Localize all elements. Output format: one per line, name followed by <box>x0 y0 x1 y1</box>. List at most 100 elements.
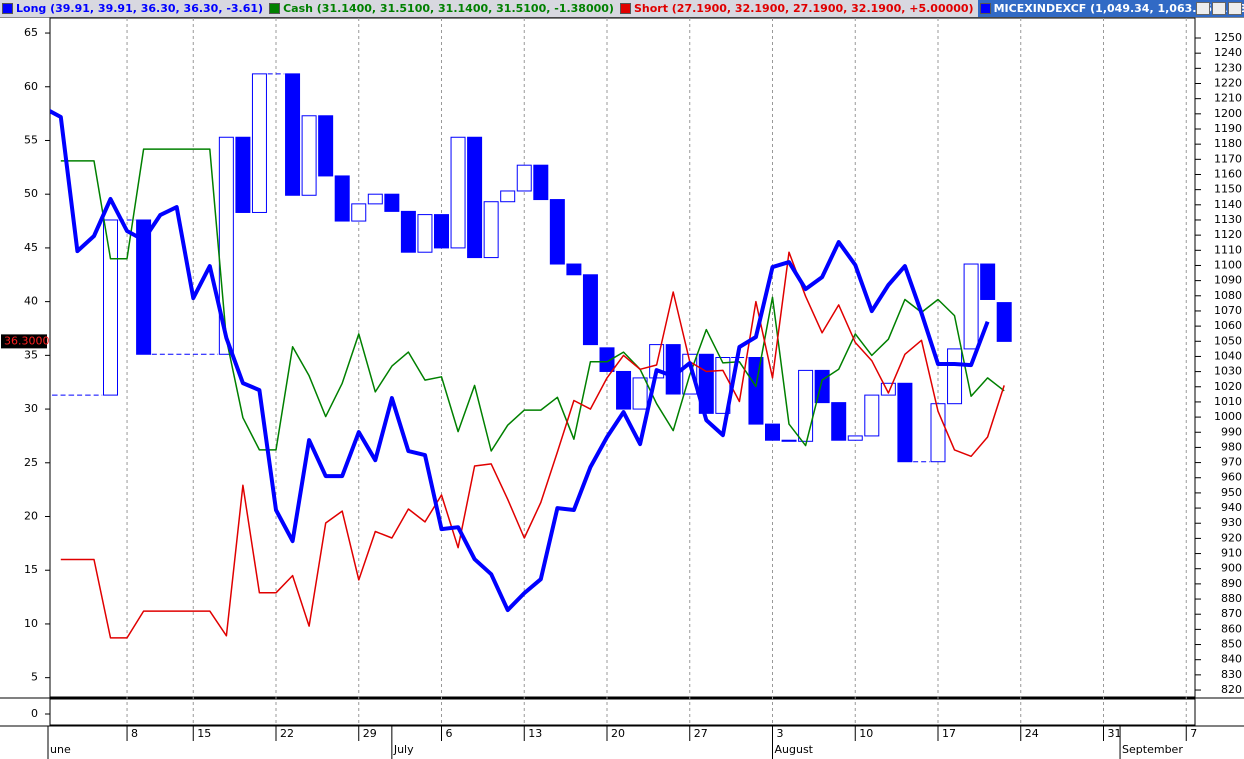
y2-tick-label: 1110 <box>1214 243 1242 256</box>
y2-tick-label: 950 <box>1221 486 1242 499</box>
legend-entry[interactable]: MICEXINDEXCF (1,049.34, 1,063.26, 1,039.… <box>977 0 1244 17</box>
candle <box>400 210 416 253</box>
candle <box>765 423 780 441</box>
candle <box>285 73 301 196</box>
y2-tick-label: 990 <box>1221 425 1242 438</box>
y2-tick-label: 1090 <box>1214 274 1242 287</box>
y-tick-label: 50 <box>24 187 38 200</box>
candle <box>533 164 549 201</box>
y-tick-label: 10 <box>24 617 38 630</box>
x-tick-label: 6 <box>446 727 453 740</box>
legend-text: MICEXINDEXCF (1,049.34, 1,063.26, 1,039.… <box>993 2 1244 15</box>
candle <box>864 394 880 437</box>
candle <box>996 302 1012 342</box>
y2-tick-label: 920 <box>1221 531 1242 544</box>
y2-tick-label: 1040 <box>1214 349 1242 362</box>
candle <box>467 136 483 259</box>
month-label: August <box>775 743 814 756</box>
button[interactable] <box>1196 2 1210 15</box>
candle <box>334 175 350 222</box>
candle <box>616 370 632 410</box>
y2-tick-label: 1020 <box>1214 380 1242 393</box>
legend-swatch <box>2 3 13 14</box>
button[interactable] <box>1212 2 1226 15</box>
y2-tick-label: 1210 <box>1214 92 1242 105</box>
candle <box>599 347 615 372</box>
candle <box>500 190 516 203</box>
y2-tick-label: 970 <box>1221 456 1242 469</box>
x-tick-label: 10 <box>859 727 873 740</box>
candle <box>417 214 433 253</box>
y2-tick-label: 1150 <box>1214 183 1242 196</box>
y2-tick-label: 870 <box>1221 607 1242 620</box>
y-tick-label: 20 <box>24 510 38 523</box>
legend-swatch <box>979 3 991 14</box>
y2-tick-label: 1120 <box>1214 228 1242 241</box>
y2-tick-label: 1140 <box>1214 198 1242 211</box>
y-tick-label: 40 <box>24 295 38 308</box>
y2-tick-label: 1220 <box>1214 77 1242 90</box>
y2-tick-label: 1180 <box>1214 137 1242 150</box>
y-tick-label: 65 <box>24 26 38 39</box>
candle <box>947 348 963 405</box>
y-tick-label: 30 <box>24 402 38 415</box>
y-tick-label: 60 <box>24 80 38 93</box>
x-tick-label: 3 <box>777 727 784 740</box>
candle <box>351 203 367 222</box>
x-tick-label: 22 <box>280 727 294 740</box>
legend-swatch <box>619 3 631 14</box>
window-buttons <box>1196 2 1242 15</box>
y2-tick-label: 840 <box>1221 653 1242 666</box>
x-tick-label: 31 <box>1108 727 1122 740</box>
y-tick-label: 5 <box>31 671 38 684</box>
legend-text: Long (39.91, 39.91, 36.30, 36.30, -3.61) <box>16 2 264 15</box>
last-price-label: 36.3000 <box>4 334 50 347</box>
legend-entry[interactable]: Short (27.1900, 32.1900, 27.1900, 32.190… <box>618 0 978 17</box>
candle <box>632 377 648 410</box>
y2-tick-label: 1230 <box>1214 61 1242 74</box>
candle <box>450 136 466 249</box>
legend-swatch <box>269 3 281 14</box>
x-tick-label: 13 <box>528 727 542 740</box>
y-tick-label: 55 <box>24 133 38 146</box>
lower-panel-frame <box>49 698 1196 726</box>
x-tick-label: 7 <box>1190 727 1197 740</box>
legend-entry[interactable]: Cash (31.1400, 31.5100, 31.1400, 31.5100… <box>267 0 618 17</box>
y2-tick-label: 940 <box>1221 501 1242 514</box>
y2-tick-label: 860 <box>1221 622 1242 635</box>
y2-tick-label: 1250 <box>1214 31 1242 44</box>
candle <box>235 136 251 213</box>
candle <box>434 214 449 249</box>
candle <box>880 382 896 396</box>
candle <box>251 73 267 213</box>
candle <box>798 369 814 442</box>
candle <box>831 402 847 441</box>
y2-tick-label: 960 <box>1221 471 1242 484</box>
y2-tick-label: 850 <box>1221 638 1242 651</box>
x-tick-label: 20 <box>611 727 625 740</box>
series-line <box>60 148 1005 452</box>
candle <box>781 439 797 442</box>
candle <box>566 263 582 276</box>
candle <box>549 199 565 265</box>
y2-tick-label: 1080 <box>1214 289 1242 302</box>
y2-tick-label: 1000 <box>1214 410 1242 423</box>
candle <box>136 219 152 355</box>
candle <box>665 344 681 395</box>
y2-tick-label: 830 <box>1221 668 1242 681</box>
month-label: une <box>50 743 71 756</box>
last-price-box <box>1 334 47 349</box>
candle <box>897 382 913 463</box>
candle <box>980 263 996 300</box>
candle <box>715 357 731 414</box>
y2-tick-label: 1030 <box>1214 365 1242 378</box>
button[interactable] <box>1228 2 1242 15</box>
y2-tick-label: 1100 <box>1214 258 1242 271</box>
legend-entry[interactable]: Long (39.91, 39.91, 36.30, 36.30, -3.61) <box>0 0 267 17</box>
y2-tick-label: 1060 <box>1214 319 1242 332</box>
y-tick-label: 45 <box>24 241 38 254</box>
y2-tick-label: 1170 <box>1214 152 1242 165</box>
x-tick-label: 15 <box>197 727 211 740</box>
